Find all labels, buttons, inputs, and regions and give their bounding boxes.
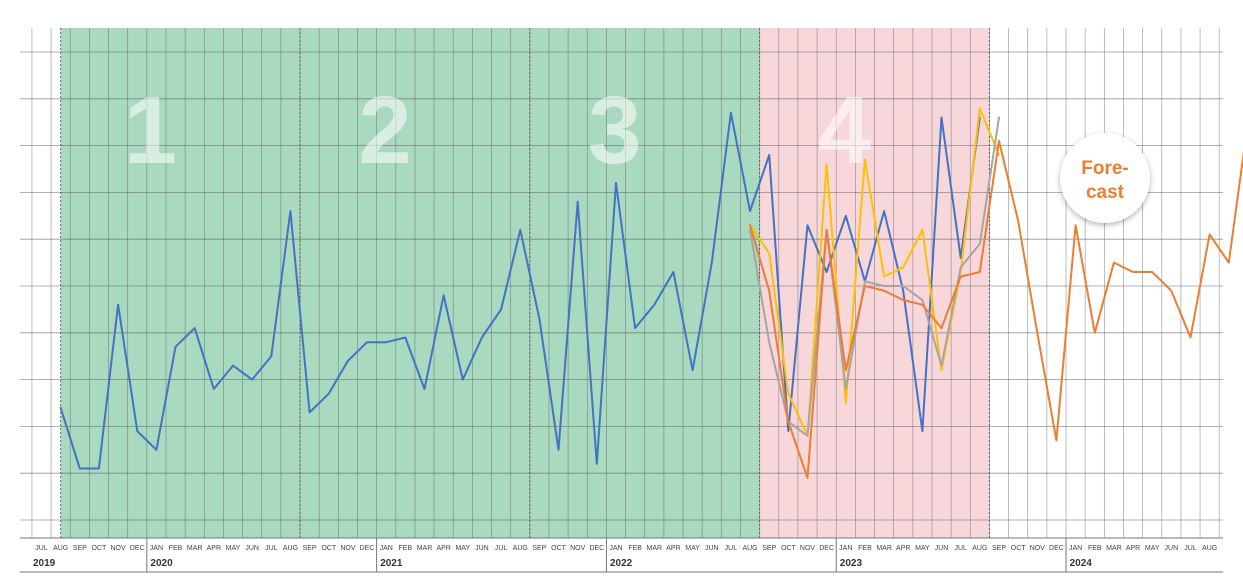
x-tick-label: NOV [111, 545, 127, 552]
x-tick-label: SEP [532, 545, 546, 552]
year-label-2022: 2022 [610, 558, 633, 569]
series-line-4 [749, 139, 1243, 479]
gridlines [20, 28, 1223, 538]
x-tick-label: DEC [819, 545, 834, 552]
x-tick-label: JUL [1184, 545, 1197, 552]
x-tick-label: JAN [839, 545, 852, 552]
x-tick-label: NOV [800, 545, 816, 552]
x-tick-label: AUG [283, 545, 298, 552]
x-tick-label: MAR [187, 545, 203, 552]
x-tick-label: SEP [73, 545, 87, 552]
x-tick-label: FEB [1088, 545, 1102, 552]
x-tick-label: MAR [647, 545, 663, 552]
x-tick-label: OCT [551, 545, 567, 552]
x-tick-label: MAR [876, 545, 892, 552]
year-label-2021: 2021 [380, 558, 403, 569]
x-tick-label: APR [896, 545, 910, 552]
x-tick-label: JAN [380, 545, 393, 552]
x-tick-label: AUG [1202, 545, 1217, 552]
x-tick-label: AUG [742, 545, 757, 552]
x-tick-label: JAN [1069, 545, 1082, 552]
x-tick-label: DEC [130, 545, 145, 552]
series-line-1 [59, 111, 981, 470]
x-tick-label: OCT [92, 545, 108, 552]
x-tick-label: APR [666, 545, 680, 552]
x-tick-label: MAY [455, 545, 470, 552]
x-tick-label: MAY [915, 545, 930, 552]
x-tick-label: JUN [935, 545, 949, 552]
x-tick-label: JUL [495, 545, 508, 552]
year-label-2019: 2019 [33, 558, 56, 569]
x-tick-label: MAR [1106, 545, 1122, 552]
x-tick-label: JUN [1165, 545, 1179, 552]
x-tick-label: MAR [417, 545, 433, 552]
phase-label-3: 3 [588, 77, 641, 184]
forecast-label-line-1: Fore- [1081, 158, 1129, 179]
series-lines [59, 107, 1243, 479]
x-tick-label: DEC [360, 545, 375, 552]
forecast-bubble [1060, 133, 1150, 223]
x-tick-label: MAY [226, 545, 241, 552]
x-tick-label: NOV [570, 545, 586, 552]
x-tick-label: FEB [628, 545, 642, 552]
x-tick-label: APR [436, 545, 450, 552]
x-tick-label: MAY [1145, 545, 1160, 552]
forecast-label-line-2: cast [1086, 182, 1125, 203]
x-tick-label: MAY [685, 545, 700, 552]
x-tick-label: AUG [972, 545, 987, 552]
x-tick-label: NOV [1030, 545, 1046, 552]
x-tick-label: JUL [35, 545, 48, 552]
phase-label-1: 1 [124, 77, 177, 184]
x-axis: JUL AUG SEP OCT NOV DEC JAN FEB MAR APR MAY JUN JUL A… [20, 537, 1223, 573]
x-tick-label: FEB [858, 545, 872, 552]
year-label-2024: 2024 [1070, 558, 1093, 569]
x-tick-label: OCT [321, 545, 337, 552]
year-label-2020: 2020 [150, 558, 173, 569]
x-tick-label: JUL [954, 545, 967, 552]
year-label-2023: 2023 [840, 558, 863, 569]
x-tick-label: JUL [265, 545, 278, 552]
x-tick-label: JUN [705, 545, 719, 552]
forecast-annotation: Fore-cast [1060, 133, 1150, 223]
x-tick-label: JAN [609, 545, 622, 552]
x-tick-label: FEB [399, 545, 413, 552]
x-tick-label: OCT [781, 545, 797, 552]
phase-band-1 [60, 28, 301, 538]
x-tick-label: OCT [1011, 545, 1027, 552]
x-tick-label: APR [207, 545, 221, 552]
x-tick-label: JAN [150, 545, 163, 552]
x-tick-label: JUN [245, 545, 259, 552]
x-tick-label: DEC [1049, 545, 1064, 552]
phase-label-2: 2 [358, 77, 411, 184]
x-tick-label: APR [1126, 545, 1140, 552]
x-tick-label: SEP [992, 545, 1006, 552]
x-tick-label: NOV [340, 545, 356, 552]
x-tick-label: FEB [169, 545, 183, 552]
x-tick-label: SEP [303, 545, 317, 552]
x-tick-label: DEC [589, 545, 604, 552]
x-tick-label: JUL [725, 545, 738, 552]
x-tick-label: JUN [475, 545, 489, 552]
x-tick-label: AUG [513, 545, 528, 552]
x-tick-label: AUG [53, 545, 68, 552]
x-tick-label: SEP [762, 545, 776, 552]
